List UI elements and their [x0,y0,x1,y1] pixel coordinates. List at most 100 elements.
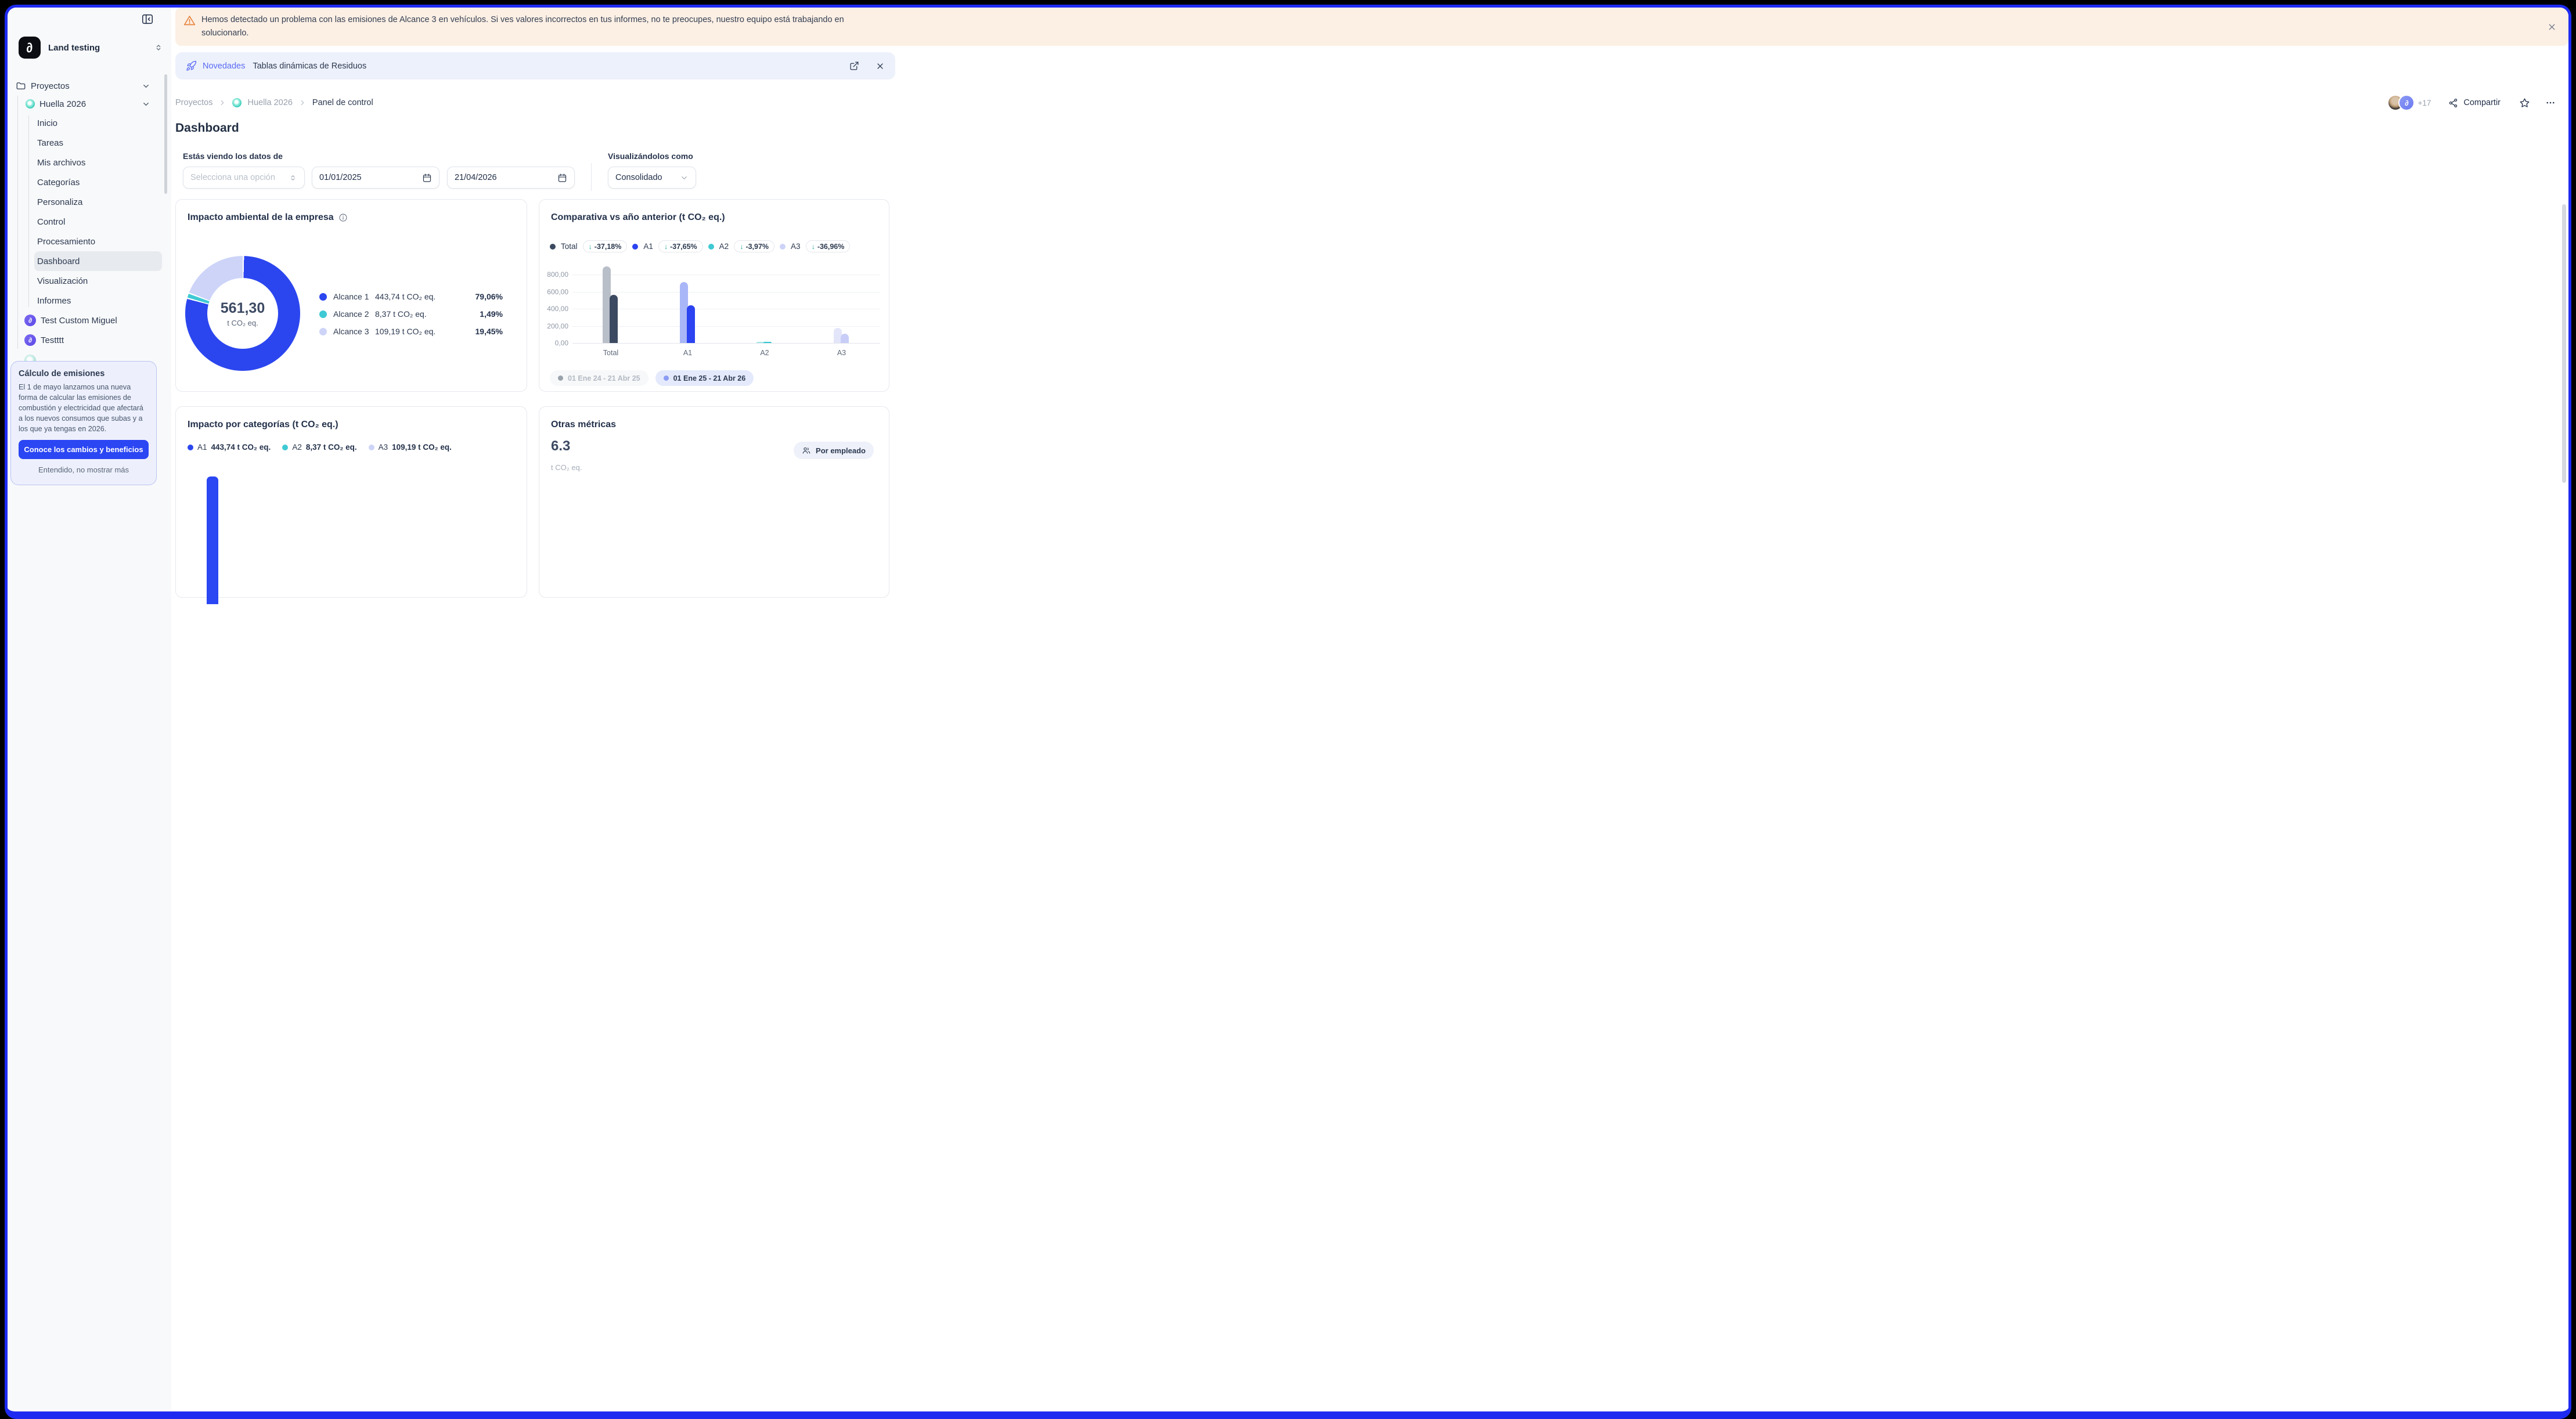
collapse-sidebar-icon[interactable] [141,13,154,26]
close-icon[interactable] [2547,22,2557,32]
sidebar-item-categorias[interactable]: Categorías [37,177,80,187]
info-icon[interactable] [338,213,348,222]
chevron-down-icon [680,174,689,182]
sidebar-item-dashboard[interactable]: Dashboard [34,251,162,271]
chevron-up-down-icon [289,174,297,182]
avatar[interactable]: ∂ [2398,95,2415,111]
sidebar-item-test-custom-miguel[interactable]: ∂ Test Custom Miguel [8,310,171,330]
chevron-up-down-icon [154,43,163,52]
sidebar-item-visualizacion[interactable]: Visualización [37,276,88,286]
y-tick-label: 600,00 [547,287,568,296]
donut-chart: 561,30 t CO₂ eq. [185,256,300,371]
app-window: ∂ Land testing Proyectos [5,5,2571,1419]
breadcrumb-huella-2026[interactable]: Huella 2026 [247,98,293,107]
share-label: Compartir [2463,98,2501,107]
project-name: Huella 2026 [39,99,87,109]
sidebar-item-label: Proyectos [31,81,70,91]
alert-banner: Hemos detectado un problema con las emis… [175,8,2568,46]
project-dot-icon [26,99,35,109]
gridline [572,343,880,344]
delta-value: -37,65% [670,242,697,251]
bar-total-prev [603,266,611,343]
avatars-extra-count[interactable]: +17 [2418,98,2431,107]
sidebar-item-personaliza[interactable]: Personaliza [37,197,83,207]
legend-label: Total [561,242,578,251]
legend-dot-icon [663,375,669,381]
legend-label: Alcance 1 [333,292,369,301]
legend-item-alcance-1: Alcance 1 443,74 t CO₂ eq. 79,06% [319,288,503,305]
legend-percent: 1,49% [480,309,503,319]
main-scrollbar[interactable] [2562,204,2566,483]
legend-label: A2 [719,242,729,251]
legend-label: A1 [643,242,653,251]
sidebar-item-huella-2026[interactable]: Huella 2026 [8,95,171,113]
donut-total-value: 561,30 [220,299,265,316]
sidebar-item-control[interactable]: Control [37,216,66,227]
sidebar-item-procesamiento[interactable]: Procesamiento [37,236,96,247]
x-tick-label: A3 [837,349,846,357]
sidebar-scrollbar[interactable] [164,74,167,194]
legend-dot-icon [550,243,556,250]
news-text: Tablas dinámicas de Residuos [253,61,367,71]
promo-dismiss-link[interactable]: Entendido, no mostrar más [38,465,129,475]
metric-value: 6.3 [551,438,571,454]
sidebar-nav: Proyectos Huella 2026 Inicio Tareas Mis ar… [8,77,171,350]
workspace-logo: ∂ [19,37,41,59]
sidebar-item-mis-archivos[interactable]: Mis archivos [37,157,86,168]
star-icon[interactable] [2519,98,2530,109]
per-employee-chip[interactable]: Por empleado [794,442,874,459]
promo-body: El 1 de mayo lanzamos una nueva forma de… [19,383,143,433]
close-icon[interactable] [876,62,885,71]
arrow-down-icon: ↓ [811,242,815,251]
scope-select[interactable]: Selecciona una opción [183,167,305,189]
sidebar-item-inicio[interactable]: Inicio [37,118,58,128]
filters-divider [591,163,592,191]
date-from-input[interactable]: 01/01/2025 [312,167,439,189]
view-label: Visualizándolos como [608,151,693,161]
news-badge: Novedades [203,61,246,71]
legend-item-a1: A1 443,74 t CO₂ eq. [188,443,271,452]
legend-dot-icon [368,444,374,450]
period-toggle[interactable]: 01 Ene 25 - 21 Abr 26 [655,370,754,386]
breadcrumb-proyectos[interactable]: Proyectos [175,98,213,107]
legend-label: A3 [378,443,388,452]
sidebar-item-proyectos[interactable]: Proyectos [8,77,171,95]
y-tick-label: 400,00 [547,305,568,313]
delta-value: -36,96% [817,242,845,251]
bar-a2-current [763,342,772,343]
impact-card-title: Impacto ambiental de la empresa [188,212,334,222]
chip-label: Por empleado [816,446,866,455]
legend-label: A1 [197,443,207,452]
y-tick-label: 0,00 [554,339,568,347]
legend-value: 443,74 t CO₂ eq. [211,443,271,452]
share-button[interactable]: Compartir [2448,98,2501,108]
workspace-switcher[interactable]: ∂ Land testing [19,35,163,60]
calendar-icon [422,173,432,183]
legend-dot-icon [319,293,327,301]
date-to-input[interactable]: 21/04/2026 [447,167,575,189]
x-tick-label: A1 [683,349,693,357]
more-options-icon[interactable] [2545,98,2556,108]
x-tick-label: A2 [760,349,769,357]
project-logo-icon: ∂ [24,334,36,346]
sidebar: ∂ Land testing Proyectos [8,8,171,1411]
arrow-down-icon: ↓ [664,242,668,251]
legend-dot-icon [558,375,563,381]
legend-percent: 19,45% [475,327,503,336]
comparison-legend: Total ↓ -37,18% A1 ↓ -37,65% A2 ↓ -3,97% A3 ↓ -36,9… [550,240,851,252]
sidebar-item-testttt[interactable]: ∂ Testttt [8,330,171,350]
sidebar-item-tareas[interactable]: Tareas [37,138,64,148]
legend-value: 8,37 t CO₂ eq. [375,309,427,319]
promo-cta-button[interactable]: Conoce los cambios y beneficios [19,440,149,460]
legend-item-a3: A3 109,19 t CO₂ eq. [368,443,452,452]
news-bar[interactable]: Novedades Tablas dinámicas de Residuos [175,52,895,80]
view-select[interactable]: Consolidado [608,167,696,189]
legend-item-alcance-3: Alcance 3 109,19 t CO₂ eq. 19,45% [319,323,503,340]
folder-icon [16,81,26,91]
sidebar-item-informes[interactable]: Informes [37,295,71,306]
legend-value: 109,19 t CO₂ eq. [392,443,452,452]
header-actions: ∂ +17 Compartir [2387,93,2556,112]
period-toggle[interactable]: 01 Ene 24 - 21 Abr 25 [550,370,648,386]
legend-dot-icon [319,310,327,318]
external-link-icon[interactable] [849,61,859,71]
